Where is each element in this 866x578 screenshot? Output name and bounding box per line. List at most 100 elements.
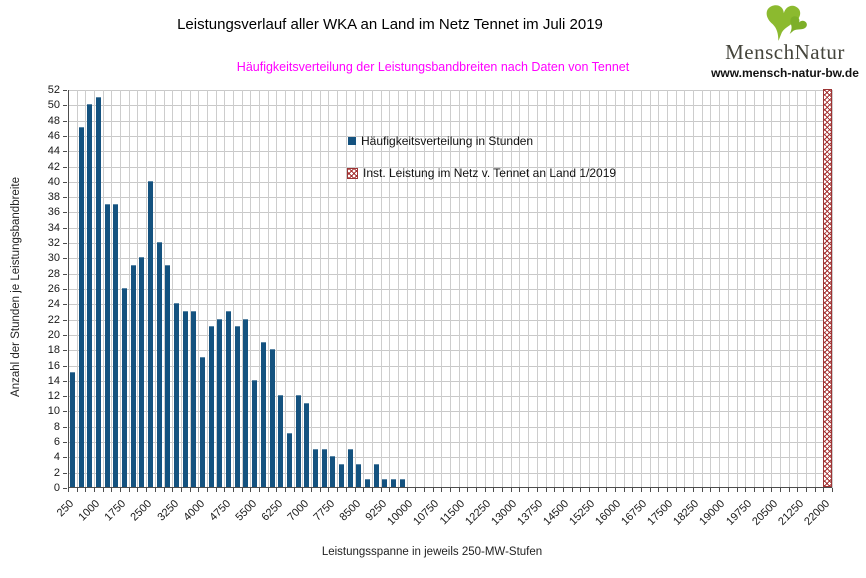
y-tick	[63, 365, 67, 367]
bar-8500mw	[356, 464, 362, 487]
v-gridline	[302, 90, 304, 488]
x-tick	[502, 488, 504, 492]
x-tick	[797, 488, 799, 492]
bar-2000mw	[130, 265, 136, 487]
x-tick	[232, 488, 234, 492]
y-tick	[63, 258, 67, 260]
v-gridline	[710, 90, 712, 488]
y-tick-label: 18	[47, 344, 60, 357]
x-tick	[484, 488, 486, 492]
legend-item-capacity: Inst. Leistung im Netz v. Tennet an Land…	[347, 166, 616, 180]
x-tick	[641, 488, 642, 492]
x-tick	[684, 488, 686, 492]
x-tick	[545, 488, 547, 492]
v-gridline	[198, 90, 200, 488]
x-tick	[771, 488, 773, 492]
v-gridline	[146, 90, 148, 488]
x-tick	[606, 488, 608, 492]
y-tick-label: 20	[47, 328, 60, 341]
x-tick	[493, 488, 495, 492]
y-tick	[63, 396, 67, 398]
y-tick	[63, 411, 67, 413]
v-gridline	[441, 90, 443, 488]
x-tick	[441, 488, 443, 492]
v-gridline	[658, 90, 660, 488]
y-tick	[63, 120, 67, 122]
v-gridline	[701, 90, 703, 488]
x-tick	[467, 488, 469, 492]
y-tick-label: 8	[53, 420, 60, 433]
v-gridline	[693, 90, 695, 488]
v-gridline	[797, 90, 799, 488]
x-tick	[371, 488, 373, 492]
x-tick	[215, 488, 217, 492]
x-tick	[76, 488, 78, 492]
legend-marker-capacity	[347, 167, 358, 179]
bar-7250mw	[312, 448, 318, 487]
y-tick-label: 46	[47, 129, 60, 142]
bar-5000mw	[234, 326, 240, 487]
x-tick	[267, 488, 269, 492]
mensch-natur-logo: MenschNatur www.mensch-natur-bw.de	[710, 2, 860, 80]
v-gridline	[597, 90, 599, 488]
v-gridline	[224, 90, 226, 488]
y-tick	[63, 304, 67, 306]
y-tick	[63, 166, 67, 168]
bar-7000mw	[304, 402, 310, 487]
y-axis-line	[68, 90, 69, 488]
x-tick	[745, 488, 747, 492]
x-tick	[701, 488, 703, 492]
bar-1750mw	[121, 288, 127, 487]
v-gridline	[232, 90, 234, 488]
x-tick	[423, 488, 425, 492]
x-tick	[510, 488, 512, 492]
x-tick	[163, 488, 165, 492]
x-tick	[710, 488, 712, 492]
x-tick	[580, 488, 582, 492]
v-gridline	[76, 90, 78, 488]
v-gridline	[85, 90, 87, 488]
v-gridline	[580, 90, 582, 488]
x-tick	[458, 488, 460, 492]
v-gridline	[476, 90, 478, 488]
v-gridline	[406, 90, 408, 488]
x-tick	[623, 488, 625, 492]
v-gridline	[293, 90, 295, 488]
bar-8750mw	[365, 479, 371, 487]
x-tick	[562, 488, 564, 492]
v-gridline	[502, 90, 504, 488]
y-tick	[63, 334, 67, 336]
v-gridline	[189, 90, 191, 488]
x-tick	[667, 488, 669, 492]
x-tick	[276, 488, 278, 492]
x-tick	[406, 488, 408, 492]
y-tick	[63, 227, 67, 229]
v-gridline	[345, 90, 347, 488]
y-tick-label: 28	[47, 267, 60, 280]
legend-marker-frequency	[348, 137, 356, 145]
v-gridline	[571, 90, 573, 488]
v-gridline	[389, 90, 391, 488]
v-gridline	[667, 90, 669, 488]
v-gridline	[337, 90, 339, 488]
bar-4750mw	[226, 310, 232, 487]
v-gridline	[727, 90, 729, 488]
v-gridline	[632, 90, 634, 488]
y-tick	[63, 442, 67, 444]
v-gridline	[154, 90, 156, 488]
y-tick-label: 48	[47, 114, 60, 127]
x-tick	[250, 488, 252, 492]
v-gridline	[276, 90, 278, 488]
v-gridline	[554, 90, 556, 488]
x-tick	[102, 488, 104, 492]
y-tick-label: 0	[53, 482, 60, 494]
v-gridline	[719, 90, 721, 488]
x-tick	[345, 488, 347, 492]
v-gridline	[328, 90, 330, 488]
y-tick-label: 16	[47, 359, 60, 372]
y-tick	[63, 273, 67, 275]
y-tick	[63, 243, 67, 245]
v-gridline	[432, 90, 434, 488]
logo-name: MenschNatur	[725, 40, 845, 64]
bar-8250mw	[347, 448, 353, 487]
